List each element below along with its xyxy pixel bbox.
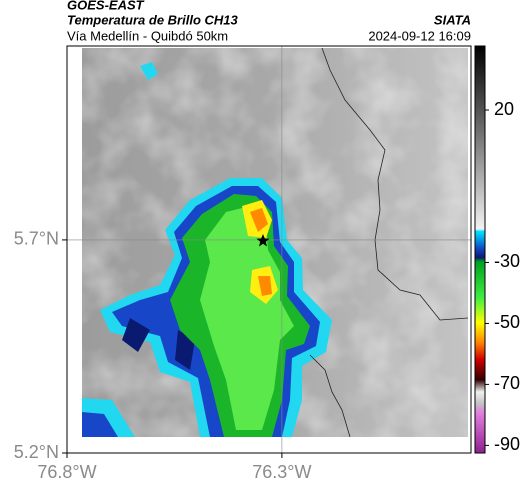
route: Vía Medellín - Quibdó 50km	[67, 28, 228, 43]
subtitle: Temperatura de Brillo CH13	[67, 12, 239, 27]
map-frame	[66, 45, 472, 454]
source: SIATA	[434, 12, 471, 27]
colorbar-label: -90	[494, 434, 520, 454]
location-marker	[256, 234, 270, 247]
x-tick-label: 76.3°W	[252, 462, 311, 482]
satellite-image	[82, 48, 468, 437]
colorbar-label: 20	[494, 99, 514, 119]
colorbar-label: -30	[494, 251, 520, 271]
title: GOES-EAST	[67, 0, 145, 12]
x-tick-label: 76.8°W	[37, 462, 96, 482]
colorbar-label: -50	[494, 312, 520, 332]
y-tick-label: 5.7°N	[14, 229, 59, 249]
colorbar-label: -70	[494, 373, 520, 393]
y-tick-label: 5.2°N	[14, 442, 59, 462]
colorbar	[474, 45, 486, 454]
timestamp: 2024-09-12 16:09	[368, 28, 471, 43]
